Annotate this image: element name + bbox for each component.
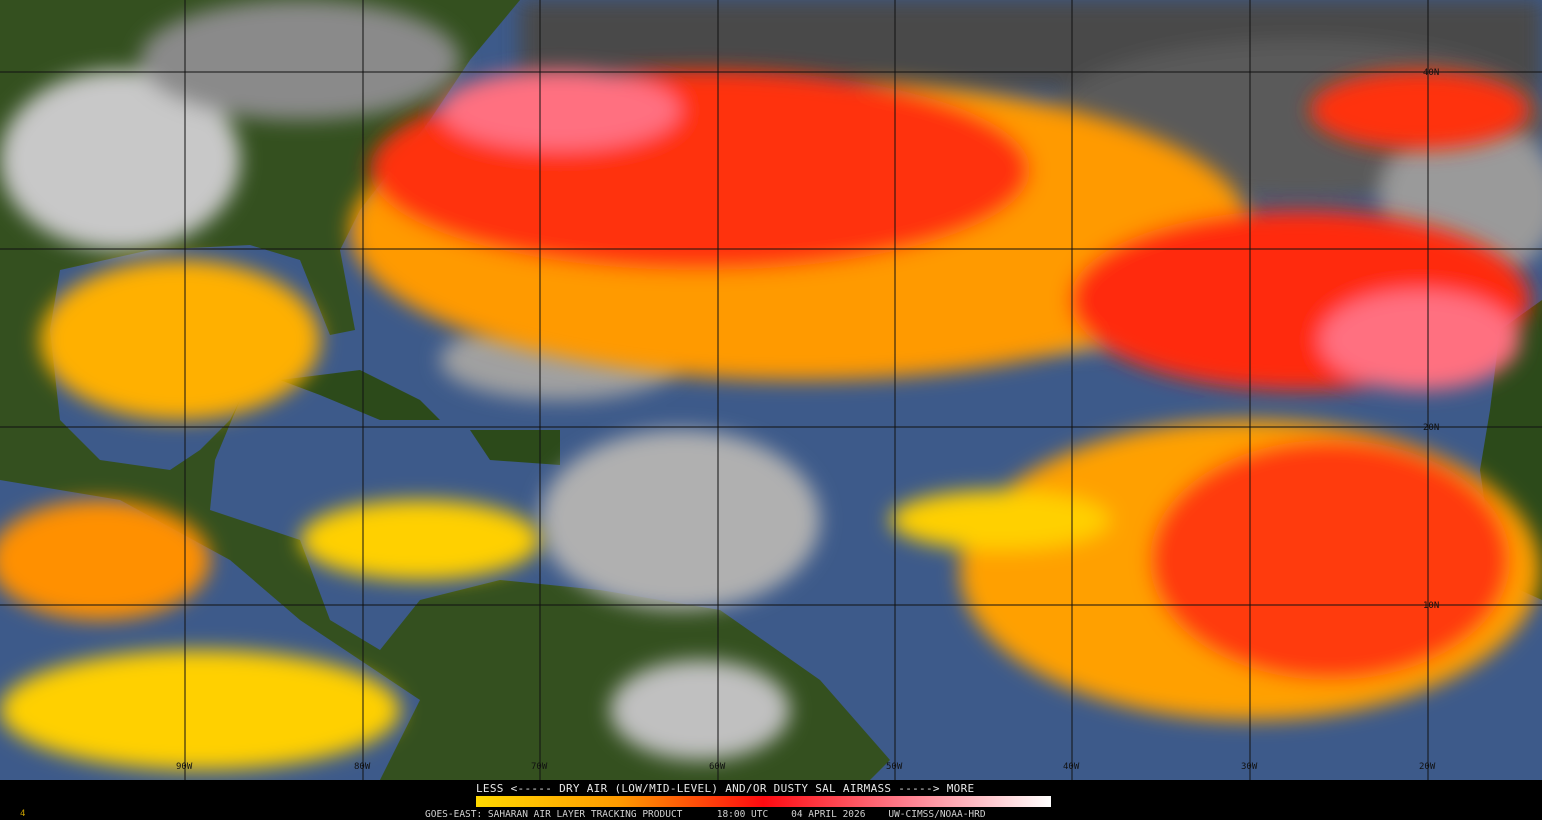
lat-label: 10N [1423, 601, 1439, 611]
map-canvas: 90W 80W 70W 60W 50W 40W 30W 20W 40N 20N … [0, 0, 1542, 780]
credit: UW-CIMSS/NOAA-HRD [888, 809, 986, 820]
frame-number: 4 [20, 809, 26, 819]
lon-label: 50W [886, 762, 903, 772]
lon-label: 90W [176, 762, 193, 772]
legend-title: LESS <----- DRY AIR (LOW/MID-LEVEL) AND/… [476, 782, 975, 795]
lon-label: 70W [531, 762, 548, 772]
lon-label: 40W [1063, 762, 1080, 772]
lon-label: 20W [1419, 762, 1436, 772]
lat-label: 20N [1423, 423, 1439, 433]
timestamp-utc: 18:00 UTC [716, 809, 769, 820]
legend-color-bar [476, 796, 1051, 807]
lon-label: 30W [1241, 762, 1258, 772]
latitude-labels: 40N 20N 10N [1423, 68, 1439, 611]
sal-airmass [0, 70, 1540, 770]
graticule [0, 0, 1542, 780]
product-name: GOES-EAST: SAHARAN AIR LAYER TRACKING PR… [425, 809, 683, 820]
longitude-labels: 90W 80W 70W 60W 50W 40W 30W 20W [176, 762, 1436, 772]
lon-label: 80W [354, 762, 371, 772]
lon-label: 60W [709, 762, 726, 772]
lat-label: 40N [1423, 68, 1439, 78]
date: 04 APRIL 2026 [791, 809, 866, 820]
footer-caption: GOES-EAST: SAHARAN AIR LAYER TRACKING PR… [425, 809, 986, 820]
